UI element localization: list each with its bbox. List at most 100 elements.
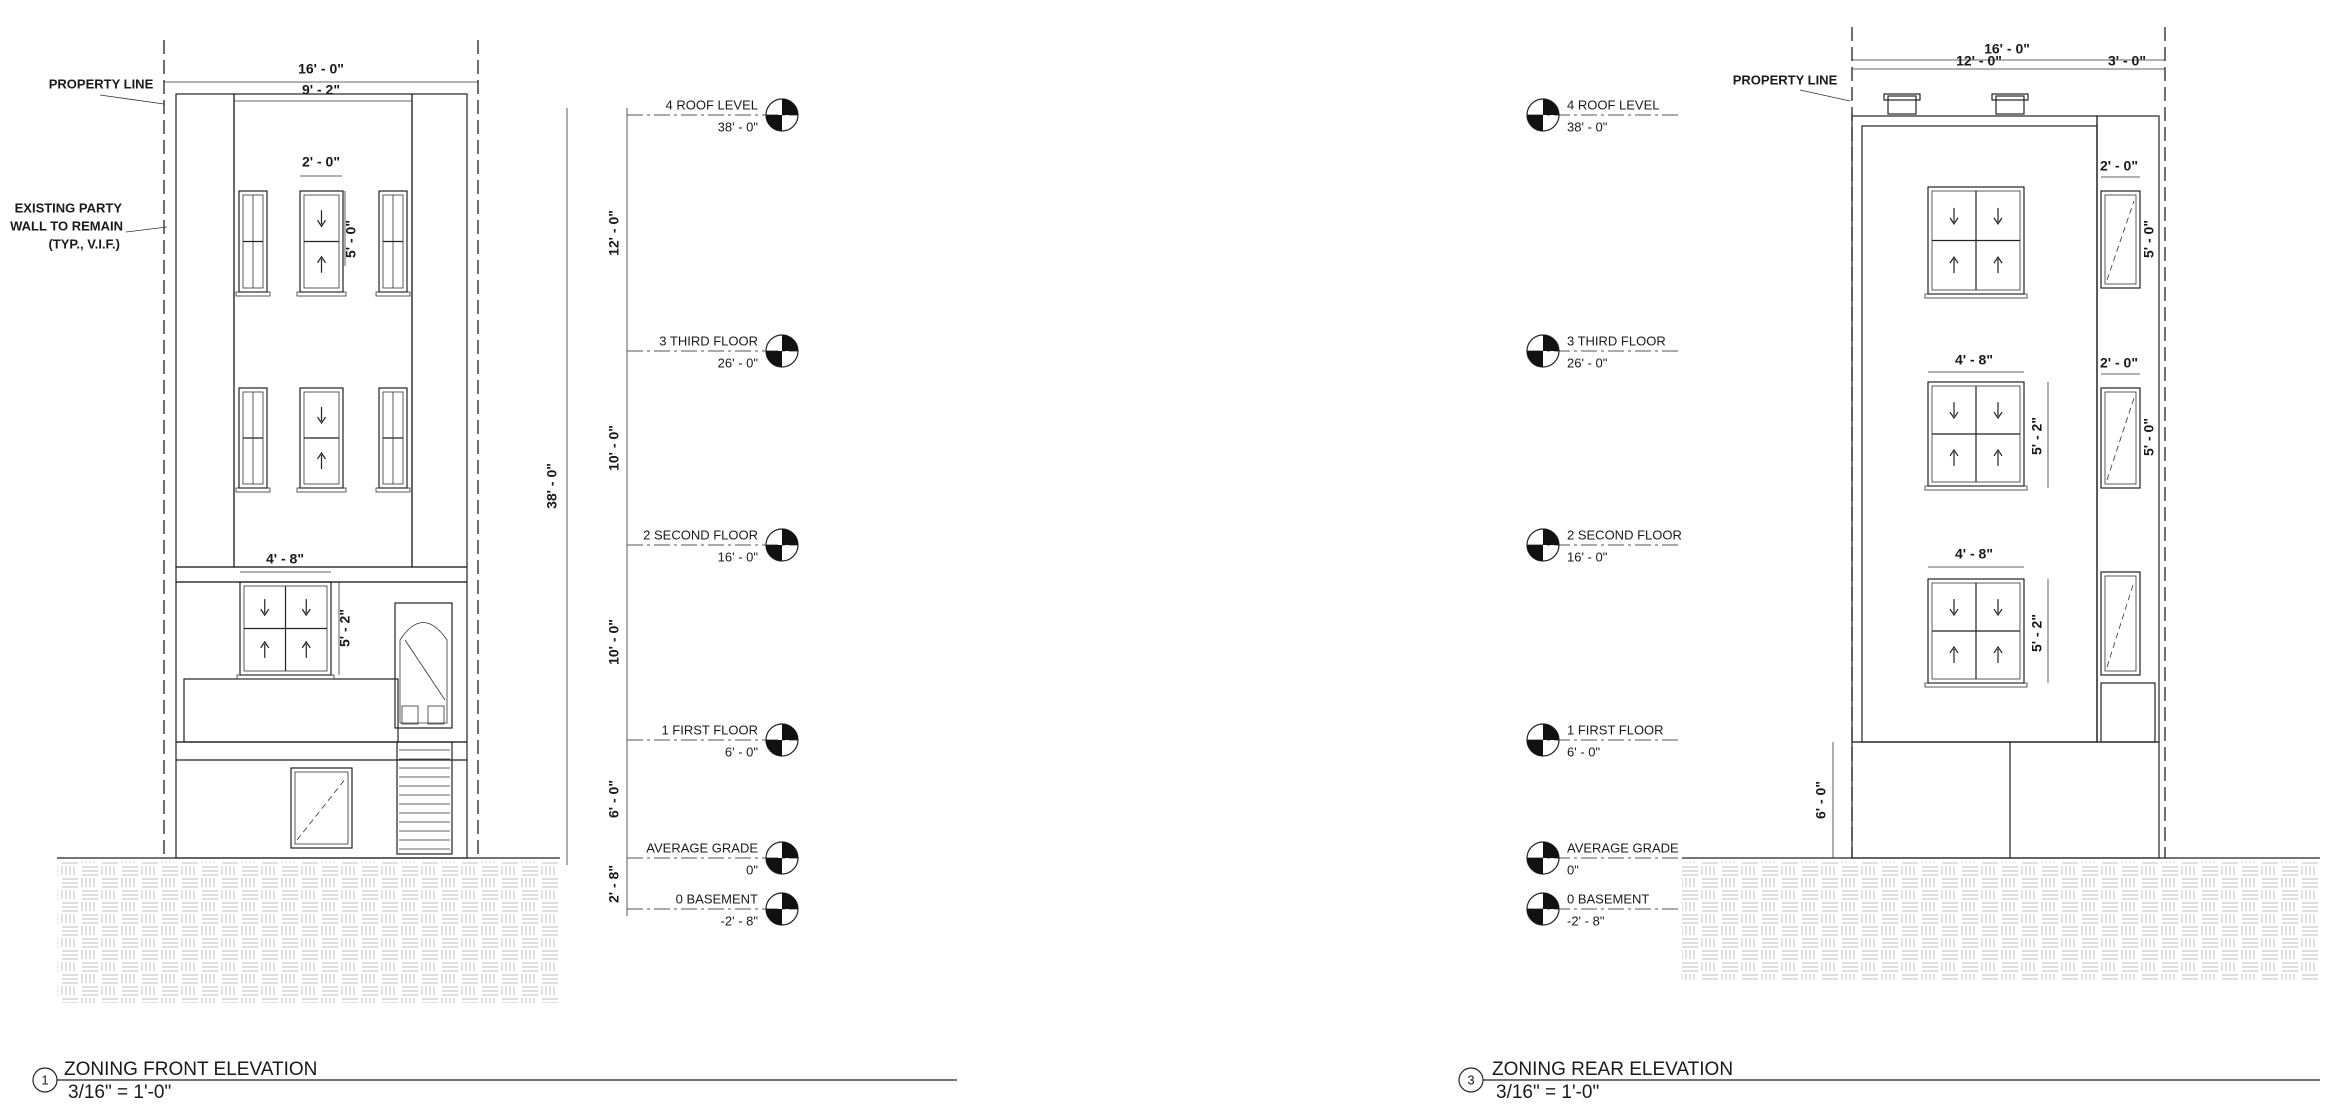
level-name: 1 FIRST FLOOR bbox=[1567, 722, 1664, 737]
level-symbol-fill bbox=[766, 893, 798, 925]
windows bbox=[1924, 186, 2141, 688]
window-sash bbox=[2104, 194, 2137, 285]
level-name: 0 BASEMENT bbox=[676, 891, 758, 906]
swing bbox=[2106, 397, 2135, 481]
rear-elevation: 16' - 0" 12' - 0" 3' - 0" 2' - 0" 5' - 0… bbox=[1458, 27, 2320, 1103]
swing bbox=[296, 777, 347, 841]
dimension: 5' - 2" bbox=[2029, 614, 2045, 652]
note: (TYP., V.I.F.) bbox=[48, 236, 120, 251]
dimension: 2' - 0" bbox=[2100, 355, 2138, 371]
level-name: 2 SECOND FLOOR bbox=[1567, 527, 1682, 542]
windows bbox=[235, 190, 411, 849]
linework bbox=[1995, 95, 2025, 115]
arrow bbox=[1993, 599, 2003, 617]
dimension: 2' - 8" bbox=[606, 865, 622, 903]
sill bbox=[375, 291, 411, 297]
sill bbox=[296, 487, 347, 493]
level-elevation: 38' - 0" bbox=[718, 119, 759, 134]
dimension: 12' - 0" bbox=[606, 210, 622, 256]
sill bbox=[1924, 293, 2028, 299]
sill bbox=[296, 291, 347, 297]
dimension: 2' - 0" bbox=[302, 154, 340, 170]
linework bbox=[99, 94, 165, 105]
sill bbox=[236, 674, 335, 680]
dimension: 4' - 8" bbox=[1955, 546, 1993, 562]
level-name: 1 FIRST FLOOR bbox=[661, 722, 758, 737]
dimension: 5' - 2" bbox=[337, 609, 353, 647]
level-elevation: 16' - 0" bbox=[718, 549, 759, 564]
note: WALL TO REMAIN bbox=[10, 218, 123, 233]
dimension: 16' - 0" bbox=[1984, 41, 2030, 57]
level-name: 4 ROOF LEVEL bbox=[1567, 97, 1659, 112]
stair bbox=[396, 741, 453, 855]
linework bbox=[401, 705, 419, 725]
stair-stringer bbox=[396, 741, 453, 855]
sill bbox=[1924, 682, 2028, 688]
dimension: 5' - 0" bbox=[343, 220, 359, 258]
window-frame bbox=[2100, 190, 2141, 289]
dimension: 5' - 0" bbox=[2141, 220, 2157, 258]
arrow bbox=[317, 255, 326, 273]
linework bbox=[125, 226, 168, 233]
level-name: 2 SECOND FLOOR bbox=[643, 527, 758, 542]
dimension: 2' - 0" bbox=[2100, 158, 2138, 174]
railing bbox=[183, 678, 399, 743]
window-sash bbox=[2104, 391, 2137, 485]
level-symbol-fill bbox=[1527, 724, 1559, 756]
level-elevation: 26' - 0" bbox=[718, 355, 759, 370]
level-symbol-fill bbox=[766, 99, 798, 131]
dimension: 4' - 8" bbox=[266, 551, 304, 567]
dimensions: 16' - 0" 9' - 2" 2' - 0" 5' - 0" 4' - 8"… bbox=[164, 61, 628, 916]
sill bbox=[235, 291, 271, 297]
dimension: 9' - 2" bbox=[302, 82, 340, 98]
window-frame bbox=[290, 767, 353, 849]
ground-hatch bbox=[1682, 862, 2320, 980]
swing bbox=[2106, 200, 2135, 281]
level-symbol-fill bbox=[1527, 529, 1559, 561]
dimension: 6' - 0" bbox=[606, 780, 622, 818]
dimensions: 16' - 0" 12' - 0" 3' - 0" 2' - 0" 5' - 0… bbox=[1813, 41, 2165, 858]
brick-band bbox=[175, 93, 235, 568]
arrow bbox=[1949, 448, 1959, 466]
ground-hatch bbox=[57, 862, 560, 1003]
brick-band bbox=[411, 93, 468, 568]
level-symbol-fill bbox=[766, 529, 798, 561]
view-scale: 3/16" = 1'-0" bbox=[68, 1082, 171, 1103]
sill bbox=[1924, 485, 2028, 491]
arrow bbox=[1949, 645, 1959, 663]
window-sash bbox=[2104, 575, 2137, 672]
level-name: 4 ROOF LEVEL bbox=[666, 97, 758, 112]
linework bbox=[1851, 115, 2098, 743]
level-symbol-fill bbox=[1527, 842, 1559, 874]
linework bbox=[1991, 93, 2029, 101]
linework bbox=[2100, 682, 2156, 743]
arrow bbox=[317, 210, 326, 228]
level-elevation: 6' - 0" bbox=[1567, 744, 1600, 759]
arrow bbox=[1993, 207, 2003, 225]
arrow bbox=[317, 451, 326, 469]
arrow bbox=[301, 640, 311, 658]
level-name: 3 THIRD FLOOR bbox=[1567, 333, 1666, 348]
level-name: 3 THIRD FLOOR bbox=[659, 333, 758, 348]
arrow bbox=[1993, 645, 2003, 663]
dimension: 16' - 0" bbox=[298, 61, 344, 77]
linework bbox=[427, 705, 445, 725]
linework bbox=[1887, 95, 1917, 115]
level-symbol-fill bbox=[766, 335, 798, 367]
level-elevation: 38' - 0" bbox=[1567, 119, 1608, 134]
view-title: ZONING REAR ELEVATION bbox=[1492, 1059, 1733, 1080]
arrow bbox=[1949, 256, 1959, 274]
dimension: 4' - 8" bbox=[1955, 352, 1993, 368]
window-sash bbox=[294, 771, 349, 845]
window-frame bbox=[2100, 571, 2141, 676]
view-number: 3 bbox=[1467, 1072, 1474, 1087]
level-elevation: -2' - 8" bbox=[1567, 913, 1605, 928]
view-number: 1 bbox=[41, 1072, 48, 1087]
arrow bbox=[260, 640, 270, 658]
band bbox=[175, 566, 468, 583]
level-elevation: -2' - 8" bbox=[721, 913, 759, 928]
level-symbol-fill bbox=[1527, 893, 1559, 925]
dimension: 10' - 0" bbox=[606, 425, 622, 471]
dimension: 6' - 0" bbox=[1813, 781, 1829, 819]
level-elevation: 16' - 0" bbox=[1567, 549, 1608, 564]
